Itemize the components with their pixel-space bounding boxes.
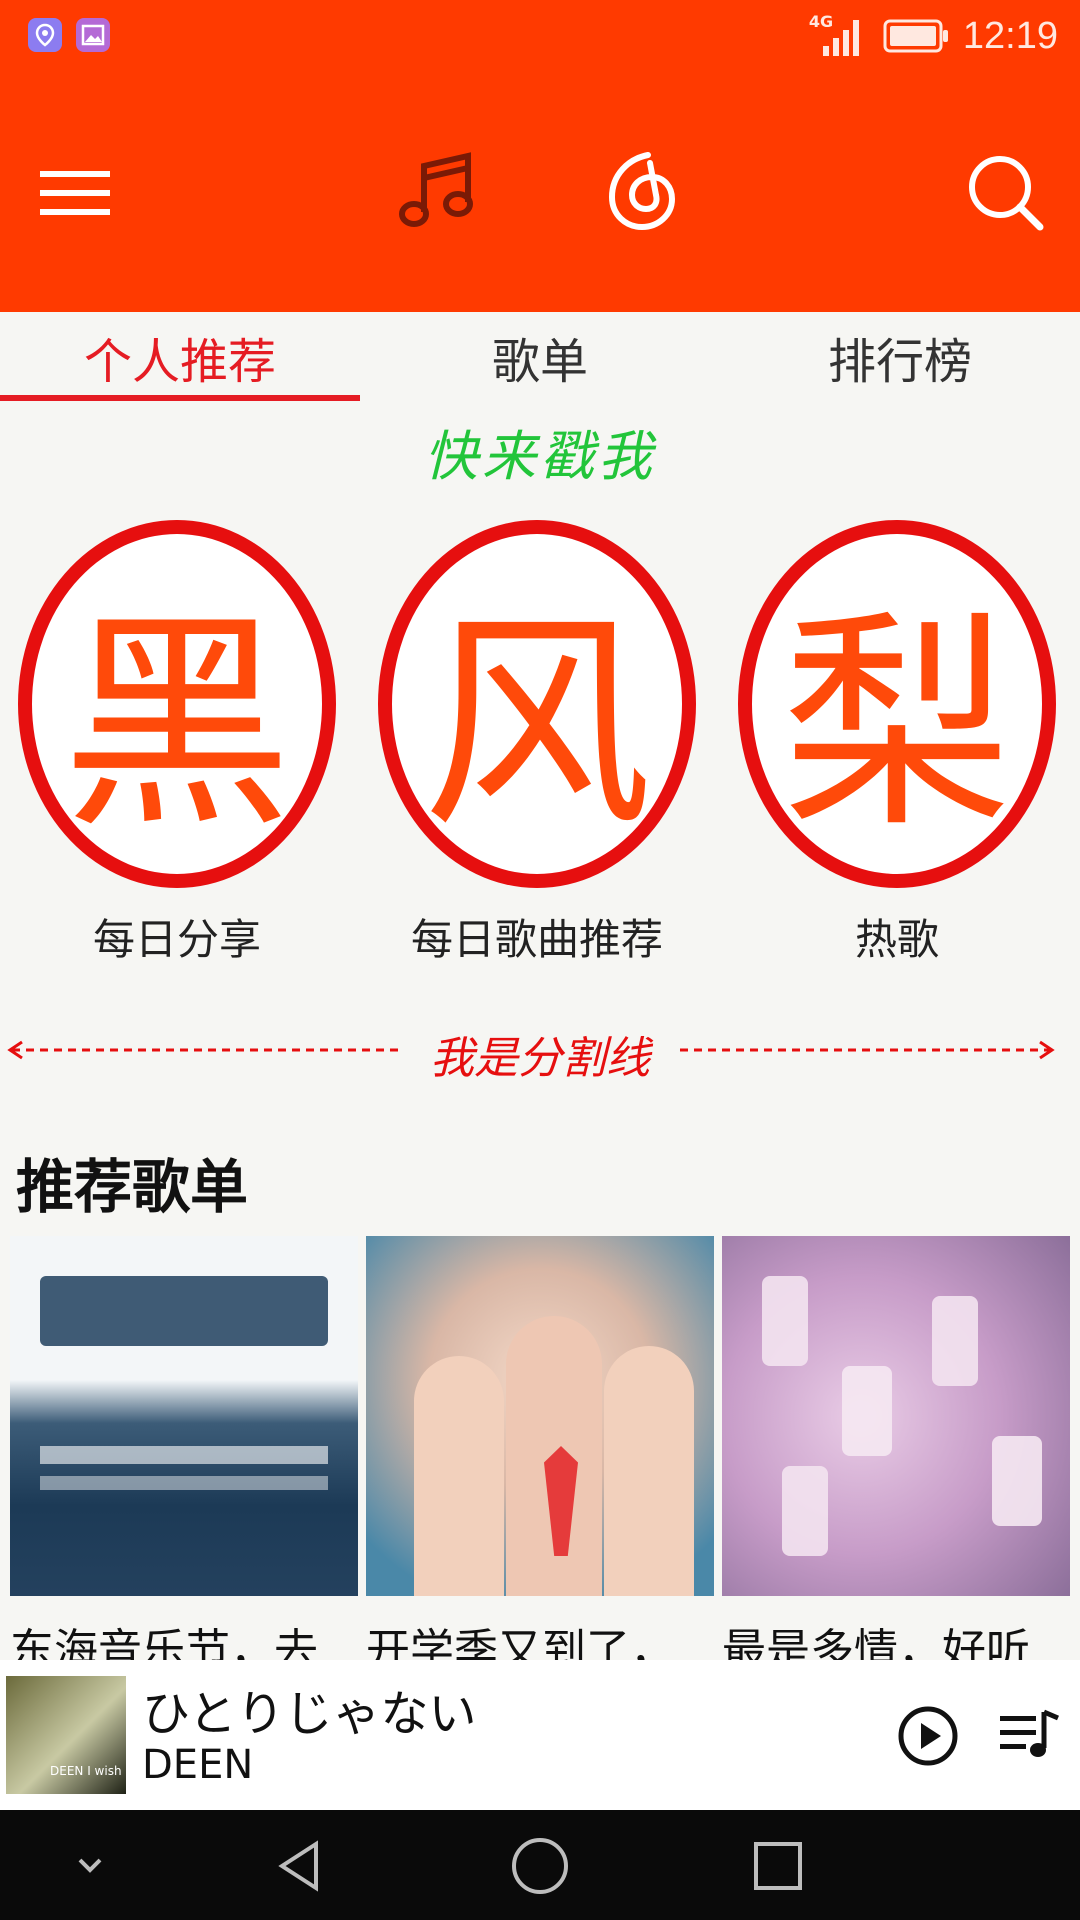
- section-divider: 我是分割线: [0, 1020, 1080, 1084]
- network-type-label: 4G: [808, 12, 834, 31]
- menu-button[interactable]: [40, 163, 110, 223]
- album-art-text: DEEN I wish: [50, 1764, 122, 1778]
- hot-songs-button[interactable]: 梨 热歌: [738, 520, 1068, 967]
- queue-icon: [1000, 1709, 1059, 1757]
- daily-songs-label: 每日歌曲推荐: [410, 915, 663, 964]
- playlist-queue-button[interactable]: [998, 1708, 1062, 1764]
- daily-share-button[interactable]: 黑 每日分享: [18, 520, 348, 967]
- badge-glyph: 梨: [781, 591, 1012, 859]
- playlist-card[interactable]: 东海音乐节，去: [10, 1236, 358, 1678]
- daily-share-badge: 黑: [18, 520, 336, 888]
- recents-square-icon: [754, 1842, 802, 1890]
- music-tab-button[interactable]: [398, 148, 478, 232]
- status-bar: 4G 12:19: [0, 0, 1080, 73]
- playlist-card[interactable]: 最是多情，好听: [722, 1236, 1070, 1678]
- section-title: 推荐歌单: [16, 1153, 249, 1221]
- album-art: DEEN I wish: [6, 1676, 126, 1794]
- tab-label: 歌单: [491, 334, 588, 390]
- navigation-bar: [0, 1810, 1080, 1920]
- playlist-grid: 东海音乐节，去 开学季又到了， 最是多情，好听: [10, 1236, 1072, 1676]
- playlist-cover: [10, 1236, 358, 1596]
- image-notification-icon: [76, 18, 110, 52]
- signal-icon: 4G: [809, 12, 869, 60]
- nav-home-button[interactable]: [508, 1834, 572, 1898]
- tab-playlist[interactable]: 歌单: [360, 312, 720, 402]
- playlist-cover: [722, 1236, 1070, 1596]
- battery-icon: [883, 17, 949, 55]
- song-title: ひとりじゃない: [142, 1686, 477, 1742]
- nav-recents-button[interactable]: [750, 1838, 806, 1894]
- song-artist: DEEN: [142, 1742, 254, 1788]
- mini-player[interactable]: DEEN I wish ひとりじゃない DEEN: [0, 1660, 1080, 1810]
- tab-indicator: [0, 395, 360, 401]
- divider-text: 我是分割线: [430, 1033, 650, 1084]
- badge-glyph: 黑: [61, 591, 292, 859]
- hot-songs-badge: 梨: [738, 520, 1056, 888]
- home-circle-icon: [512, 1838, 568, 1894]
- discover-tab-button[interactable]: [604, 147, 680, 233]
- location-icon: [28, 18, 62, 52]
- daily-songs-badge: 风: [378, 520, 696, 888]
- nav-collapse-button[interactable]: [70, 1846, 110, 1886]
- tab-recommend[interactable]: 个人推荐: [0, 312, 360, 402]
- hot-songs-label: 热歌: [854, 915, 939, 964]
- badge-glyph: 风: [421, 591, 652, 859]
- menu-icon: [40, 171, 110, 215]
- music-note-icon: [399, 152, 473, 227]
- play-button[interactable]: [896, 1704, 960, 1768]
- tab-bar: 个人推荐 歌单 排行榜: [0, 312, 1080, 402]
- nav-back-button[interactable]: [270, 1836, 330, 1896]
- search-icon: [969, 156, 1044, 231]
- daily-songs-button[interactable]: 风 每日歌曲推荐: [378, 520, 708, 967]
- daily-share-label: 每日分享: [92, 915, 261, 964]
- clock: 12:19: [962, 14, 1058, 57]
- chevron-down-icon: [78, 1858, 102, 1873]
- playlist-cover: [366, 1236, 714, 1596]
- play-icon: [898, 1706, 958, 1766]
- netease-logo-icon: [608, 152, 676, 231]
- search-button[interactable]: [966, 153, 1046, 233]
- playlist-card[interactable]: 开学季又到了，: [366, 1236, 714, 1678]
- promo-title: 快来戳我: [424, 425, 656, 488]
- back-triangle-icon: [278, 1840, 318, 1892]
- tab-rankings[interactable]: 排行榜: [720, 312, 1080, 402]
- tab-label: 排行榜: [827, 334, 972, 390]
- tab-label: 个人推荐: [83, 334, 276, 390]
- app-bar: [0, 73, 1080, 312]
